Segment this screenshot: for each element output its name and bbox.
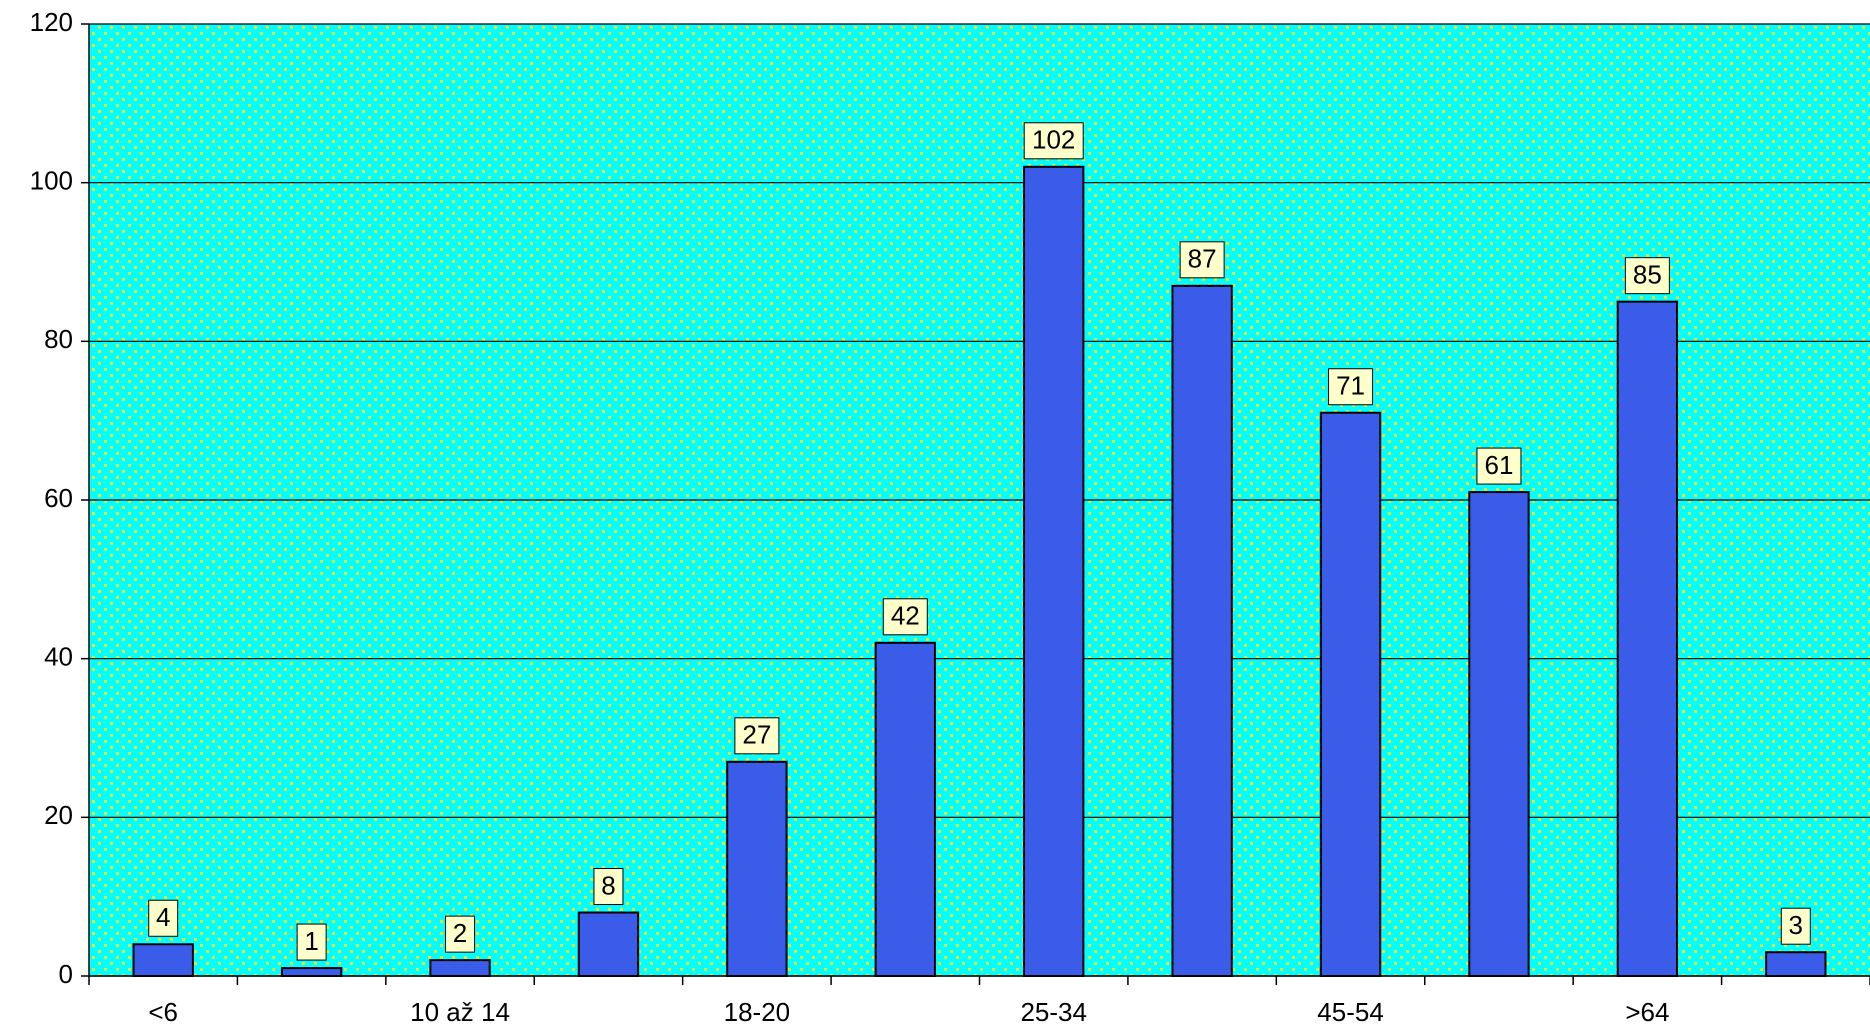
data-label-box bbox=[445, 915, 476, 953]
x-tick-label: <6 bbox=[148, 997, 178, 1027]
data-label: 71 bbox=[1336, 371, 1365, 401]
bar bbox=[280, 967, 343, 977]
data-label: 87 bbox=[1188, 244, 1217, 274]
y-tick-label: 100 bbox=[30, 166, 73, 196]
bar bbox=[429, 959, 491, 978]
bar bbox=[1023, 165, 1085, 978]
data-label-box bbox=[1476, 447, 1522, 485]
data-label: 3 bbox=[1789, 910, 1803, 940]
bar bbox=[132, 943, 194, 977]
data-label: 4 bbox=[156, 902, 170, 932]
data-label-box bbox=[1023, 122, 1084, 160]
bar bbox=[577, 911, 640, 977]
data-label: 102 bbox=[1032, 125, 1075, 155]
data-label-box bbox=[1179, 241, 1225, 279]
bar bbox=[874, 641, 936, 977]
bar bbox=[1171, 284, 1233, 977]
bar bbox=[726, 760, 788, 977]
y-tick-label: 40 bbox=[44, 642, 73, 672]
data-label: 42 bbox=[891, 601, 920, 631]
data-label-box bbox=[148, 899, 179, 937]
x-tick-label: 18-20 bbox=[724, 997, 791, 1027]
data-label-box bbox=[734, 717, 780, 755]
y-tick-label: 120 bbox=[30, 7, 73, 37]
data-label: 61 bbox=[1484, 450, 1513, 480]
data-label: 1 bbox=[304, 926, 318, 956]
bar bbox=[1468, 491, 1530, 977]
x-tick-label: 10 až 14 bbox=[410, 997, 510, 1027]
y-tick-label: 80 bbox=[44, 324, 73, 354]
data-label-box bbox=[1328, 368, 1374, 406]
y-tick-label: 20 bbox=[44, 800, 73, 830]
data-label: 8 bbox=[601, 870, 615, 900]
bar bbox=[1616, 300, 1679, 977]
x-tick-label: >64 bbox=[1625, 997, 1669, 1027]
bar bbox=[1319, 411, 1382, 977]
x-tick-label: 45-54 bbox=[1317, 997, 1384, 1027]
bar bbox=[1765, 951, 1827, 978]
data-label-box bbox=[882, 598, 928, 636]
data-label-box bbox=[296, 923, 327, 961]
data-label-box bbox=[593, 868, 624, 906]
data-label-box bbox=[1780, 907, 1811, 945]
x-tick-label: 25-34 bbox=[1020, 997, 1087, 1027]
data-label-box bbox=[1624, 257, 1670, 295]
y-tick-label: 0 bbox=[59, 959, 73, 989]
y-tick-label: 60 bbox=[44, 483, 73, 513]
data-label: 27 bbox=[742, 720, 771, 750]
data-label: 85 bbox=[1633, 260, 1662, 290]
data-label: 2 bbox=[453, 918, 467, 948]
